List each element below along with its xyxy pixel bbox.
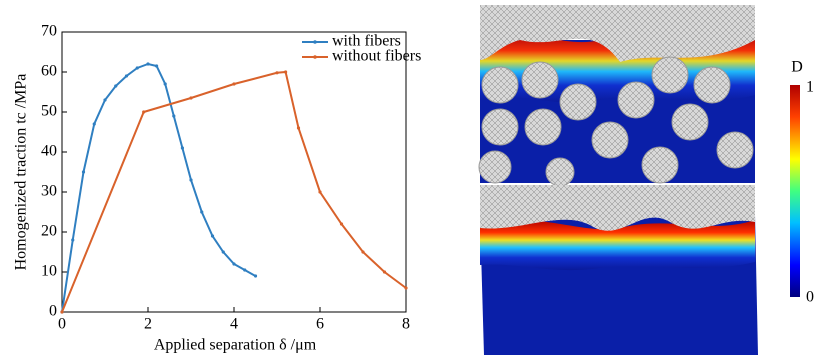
data-point (404, 286, 407, 289)
data-point (232, 82, 235, 85)
x-tick-label: 2 (144, 316, 152, 333)
data-point (125, 74, 128, 77)
x-tick-label: 8 (402, 316, 410, 333)
data-point (243, 268, 246, 271)
y-axis-label: Homogenized traction tc /MPa (13, 74, 30, 271)
data-point (71, 238, 74, 241)
x-axis-label: Applied separation δ /μm (154, 337, 317, 354)
data-point (275, 71, 278, 74)
y-tick-label: 20 (41, 223, 57, 240)
data-point (142, 110, 145, 113)
data-point (114, 84, 117, 87)
data-point (318, 190, 321, 193)
data-point (232, 262, 235, 265)
legend-marker (313, 40, 317, 44)
y-tick-label: 60 (41, 63, 57, 80)
data-point (172, 114, 175, 117)
data-point (181, 146, 184, 149)
plot-frame (62, 32, 406, 312)
y-tick-label: 70 (41, 23, 57, 40)
x-tick-label: 0 (58, 316, 66, 333)
data-point (60, 310, 63, 313)
x-tick-label: 6 (316, 316, 324, 333)
data-point (136, 66, 139, 69)
data-point (189, 96, 192, 99)
series-line (62, 64, 256, 312)
data-point (103, 98, 106, 101)
simulation-top (479, 5, 755, 186)
data-point (297, 126, 300, 129)
legend-marker (313, 55, 317, 59)
y-tick-label: 10 (41, 263, 57, 280)
data-point (189, 178, 192, 181)
data-point (200, 210, 203, 213)
data-point (155, 64, 158, 67)
data-point (164, 82, 167, 85)
data-point (383, 270, 386, 273)
x-tick-label: 4 (230, 316, 238, 333)
figure: D 1 0 Applied separation δ /μm Homogeniz… (0, 0, 817, 358)
data-point (211, 234, 214, 237)
data-point (284, 70, 287, 73)
colorbar (790, 85, 800, 297)
data-point (93, 122, 96, 125)
colorbar-min: 0 (806, 289, 814, 306)
y-tick-label: 0 (49, 303, 57, 320)
data-point (361, 250, 364, 253)
simulation-bottom (480, 185, 758, 355)
data-point (254, 274, 257, 277)
legend-label: without fibers (332, 48, 421, 65)
data-point (82, 170, 85, 173)
y-tick-label: 40 (41, 143, 57, 160)
y-tick-label: 30 (41, 183, 57, 200)
colorbar-max: 1 (806, 79, 814, 96)
series-line (62, 72, 406, 312)
data-point (340, 222, 343, 225)
colorbar-label: D (791, 59, 803, 76)
data-point (146, 62, 149, 65)
data-point (222, 250, 225, 253)
y-tick-label: 50 (41, 103, 57, 120)
